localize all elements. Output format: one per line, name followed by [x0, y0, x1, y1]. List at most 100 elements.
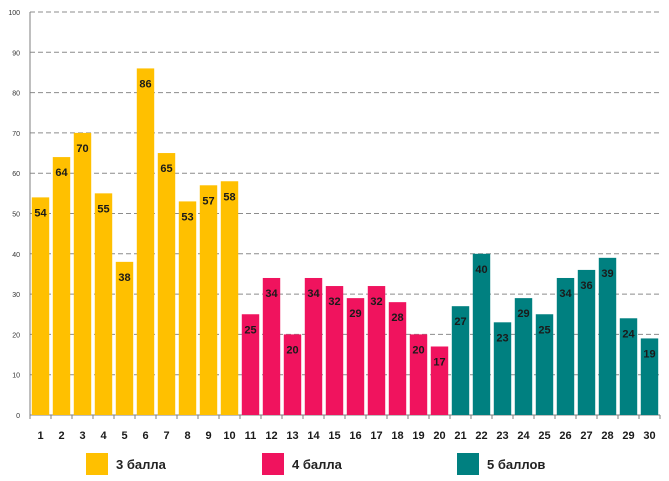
- legend-label-5-ballov: 5 баллов: [487, 456, 546, 472]
- legend-item-5-ballov: 5 баллов: [457, 452, 545, 476]
- y-tick-label: 80: [12, 91, 20, 98]
- bar: [388, 302, 407, 415]
- data-label: 23: [496, 332, 508, 344]
- bar: [94, 193, 113, 415]
- y-tick-label: 0: [16, 413, 20, 420]
- data-label: 65: [160, 163, 172, 175]
- legend-swatch-3-balla: [86, 453, 108, 475]
- x-tick-label: 12: [265, 430, 277, 442]
- data-label: 64: [55, 167, 68, 179]
- data-label: 17: [433, 356, 445, 368]
- legend-item-4-balla: 4 балла: [262, 452, 342, 476]
- bar: [556, 277, 575, 415]
- x-tick-label: 18: [391, 430, 403, 442]
- bar: [73, 132, 92, 415]
- bar: [52, 157, 71, 415]
- x-tick-label: 2: [58, 430, 64, 442]
- x-tick-label: 27: [580, 430, 592, 442]
- y-tick-label: 20: [12, 332, 20, 339]
- bar: [598, 257, 617, 415]
- x-tick-label: 16: [349, 430, 361, 442]
- data-label: 57: [202, 195, 214, 207]
- x-tick-label: 29: [622, 430, 634, 442]
- x-tick-label: 21: [454, 430, 466, 442]
- bar: [640, 338, 659, 415]
- y-tick-label: 50: [12, 212, 20, 219]
- x-tick-label: 13: [286, 430, 298, 442]
- x-tick-label: 17: [370, 430, 382, 442]
- bar: [283, 334, 302, 415]
- x-tick-label: 5: [121, 430, 127, 442]
- x-tick-label: 7: [163, 430, 169, 442]
- bar: [514, 298, 533, 415]
- bar: [367, 286, 386, 415]
- x-tick-label: 19: [412, 430, 424, 442]
- bar: [31, 197, 50, 415]
- data-label: 40: [475, 264, 487, 276]
- data-label: 28: [391, 312, 403, 324]
- x-tick-label: 22: [475, 430, 487, 442]
- bar: [472, 253, 491, 415]
- bar: [178, 201, 197, 415]
- x-tick-label: 11: [245, 430, 257, 442]
- x-tick-label: 20: [433, 430, 445, 442]
- bar: [430, 346, 449, 415]
- x-tick-label: 15: [328, 430, 340, 442]
- bar: [115, 261, 134, 415]
- data-label: 86: [139, 78, 151, 90]
- legend-item-3-balla: 3 балла: [86, 452, 166, 476]
- bar: [304, 277, 323, 415]
- legend-label-4-balla: 4 балла: [292, 456, 342, 472]
- data-label: 20: [412, 344, 424, 356]
- bar: [199, 185, 218, 415]
- legend-swatch-5-ballov: [457, 453, 479, 475]
- bar: [220, 181, 239, 415]
- x-tick-label: 10: [223, 430, 235, 442]
- x-tick-label: 4: [100, 430, 107, 442]
- bar: [136, 68, 155, 416]
- data-label: 27: [454, 316, 466, 328]
- bar: [577, 269, 596, 415]
- bar: [619, 318, 638, 415]
- data-label: 29: [349, 308, 361, 320]
- data-label: 58: [223, 191, 235, 203]
- bar-chart: 0 10 20 30 40 50 60 70 80 90 100 54 1 64 2 70 3 55 4 38 5 86 6…: [8, 10, 661, 442]
- y-tick-label: 30: [12, 292, 20, 299]
- bar: [157, 153, 176, 416]
- bar: [409, 334, 428, 415]
- x-tick-label: 3: [79, 430, 85, 442]
- data-label: 25: [244, 324, 256, 336]
- data-label: 39: [601, 268, 613, 280]
- x-tick-label: 28: [601, 430, 613, 442]
- x-tick-label: 25: [538, 430, 550, 442]
- data-label: 32: [370, 296, 382, 308]
- data-label: 53: [181, 211, 193, 223]
- data-label: 19: [643, 348, 655, 360]
- bar: [241, 314, 260, 415]
- x-tick-label: 26: [559, 430, 571, 442]
- y-tick-label: 10: [12, 373, 20, 380]
- y-tick-label: 70: [12, 131, 20, 138]
- y-tick-label: 100: [8, 10, 20, 17]
- data-label: 36: [580, 280, 592, 292]
- legend-swatch-4-balla: [262, 453, 284, 475]
- x-tick-label: 14: [307, 430, 320, 442]
- data-label: 34: [265, 288, 278, 300]
- data-label: 34: [307, 288, 320, 300]
- bar: [346, 298, 365, 415]
- data-label: 34: [559, 288, 572, 300]
- data-label: 70: [76, 143, 88, 155]
- y-tick-label: 90: [12, 50, 20, 57]
- bar: [535, 314, 554, 415]
- x-tick-label: 30: [643, 430, 655, 442]
- data-label: 38: [118, 272, 130, 284]
- x-tick-label: 9: [205, 430, 211, 442]
- y-tick-label: 60: [12, 171, 20, 178]
- bar: [493, 322, 512, 415]
- data-label: 32: [328, 296, 340, 308]
- bar: [451, 306, 470, 415]
- data-label: 54: [34, 207, 47, 219]
- legend-label-3-balla: 3 балла: [116, 456, 166, 472]
- x-tick-label: 1: [37, 430, 43, 442]
- data-label: 55: [97, 203, 109, 215]
